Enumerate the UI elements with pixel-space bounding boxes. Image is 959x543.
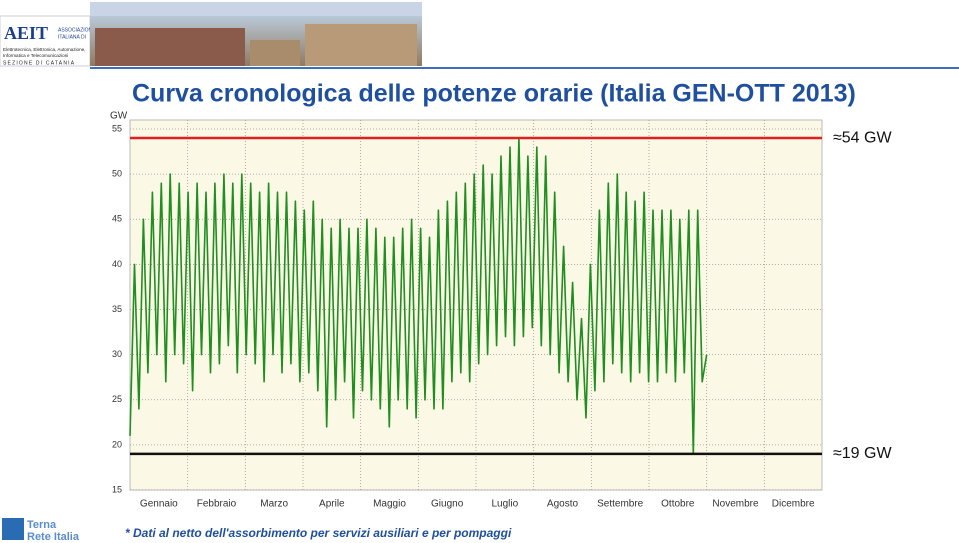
x-tick-label: Maggio <box>373 499 406 510</box>
plot-area <box>129 119 823 491</box>
logo-box <box>0 15 91 67</box>
y-tick-label: 50 <box>112 169 122 179</box>
reference-label: ≈19 GW <box>833 445 892 462</box>
load-curve <box>129 137 708 455</box>
x-tick-label: Febbraio <box>197 499 237 510</box>
x-tick-label: Gennaio <box>140 499 178 510</box>
y-tick-label: 45 <box>112 214 122 224</box>
plot: 15 20 25 30 35 40 45 50 55 Gennaio Febbraio Marzo Ap… <box>112 120 822 510</box>
building <box>95 28 245 66</box>
logo-text: Elettrotecnica, Elettronica, Automazione… <box>3 47 85 52</box>
building <box>250 40 300 66</box>
x-tick-label: Dicembre <box>772 499 815 510</box>
banner-photo <box>90 2 422 66</box>
y-tick-label: 30 <box>112 349 122 359</box>
y-tick-label: 20 <box>112 439 122 449</box>
x-tick-label: Luglio <box>491 499 518 510</box>
x-tick-label: Ottobre <box>661 499 695 510</box>
terna-logo: Terna Rete Italia <box>2 518 80 543</box>
logo-text: SEZIONE DI CATANIA <box>3 60 75 66</box>
x-tick-label: Agosto <box>547 499 579 510</box>
y-tick-label: 15 <box>112 484 122 494</box>
building <box>305 24 417 66</box>
banner-strip <box>90 2 422 16</box>
logo-text: ITALIANA DI <box>58 34 86 40</box>
terna-mark <box>2 518 24 540</box>
y-tick-label: 55 <box>112 123 122 133</box>
terna-text: Terna <box>27 519 57 531</box>
logo: AEIT ASSOCIAZIONE ITALIANA DI Elettrotec… <box>0 15 96 67</box>
title: Curva cronologica delle potenze orarie (… <box>132 80 856 108</box>
y-tick-label: 40 <box>112 259 122 269</box>
logo-name: AEIT <box>4 23 48 43</box>
logo-text: Informatica e Telecomunicazioni <box>3 53 68 58</box>
y-tick-label: 25 <box>112 394 122 404</box>
logo-text: ASSOCIAZIONE <box>58 27 96 33</box>
footnote: * Dati al netto dell'assorbimento per se… <box>125 526 512 540</box>
x-tick-label: Novembre <box>712 499 759 510</box>
y-tick-label: 35 <box>112 304 122 314</box>
terna-text: Rete Italia <box>27 531 80 543</box>
y-axis-label: GW <box>110 111 128 122</box>
x-tick-label: Settembre <box>597 499 644 510</box>
x-tick-label: Aprile <box>319 499 345 510</box>
x-tick-label: Giugno <box>431 499 464 510</box>
x-tick-label: Marzo <box>260 499 288 510</box>
reference-label: ≈54 GW <box>833 129 892 146</box>
